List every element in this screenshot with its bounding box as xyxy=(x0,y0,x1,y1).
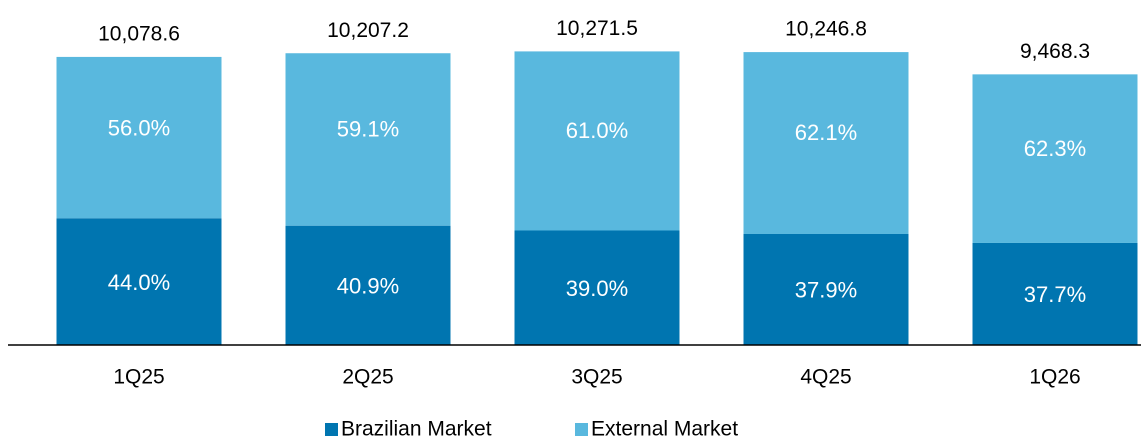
x-tick-label: 3Q25 xyxy=(571,366,622,389)
bar-segment xyxy=(514,230,680,345)
value-label: 40.9% xyxy=(337,274,399,299)
legend-label: Brazilian Market xyxy=(341,418,492,441)
value-label: 62.1% xyxy=(795,120,857,145)
value-label: 37.9% xyxy=(795,278,857,303)
legend-label: External Market xyxy=(591,418,738,441)
value-label: 39.0% xyxy=(566,276,628,301)
x-tick-label: 1Q25 xyxy=(113,366,164,389)
bar-segment xyxy=(743,233,909,345)
value-label: 61.0% xyxy=(566,118,628,143)
bar-segment xyxy=(972,74,1138,243)
value-label: 44.0% xyxy=(108,270,170,295)
legend-swatch xyxy=(325,423,338,436)
total-label: 10,246.8 xyxy=(785,18,867,41)
bar-segment xyxy=(56,218,222,345)
bar-segment xyxy=(56,56,222,219)
bar-segment xyxy=(743,52,909,234)
value-label: 56.0% xyxy=(108,115,170,140)
value-label: 37.7% xyxy=(1024,282,1086,307)
bar-segment xyxy=(972,242,1138,345)
x-tick-label: 4Q25 xyxy=(800,366,851,389)
value-label: 62.3% xyxy=(1024,136,1086,161)
x-tick-label: 1Q26 xyxy=(1029,366,1080,389)
legend-swatch xyxy=(575,423,588,436)
total-label: 10,078.6 xyxy=(98,22,180,45)
value-label: 59.1% xyxy=(337,117,399,142)
total-label: 10,271.5 xyxy=(556,17,638,40)
bar-segment xyxy=(285,225,451,345)
bar-segment xyxy=(514,51,680,231)
bar-segment xyxy=(285,53,451,226)
total-label: 9,468.3 xyxy=(1020,40,1090,63)
x-tick-label: 2Q25 xyxy=(342,366,393,389)
total-label: 10,207.2 xyxy=(327,19,409,42)
